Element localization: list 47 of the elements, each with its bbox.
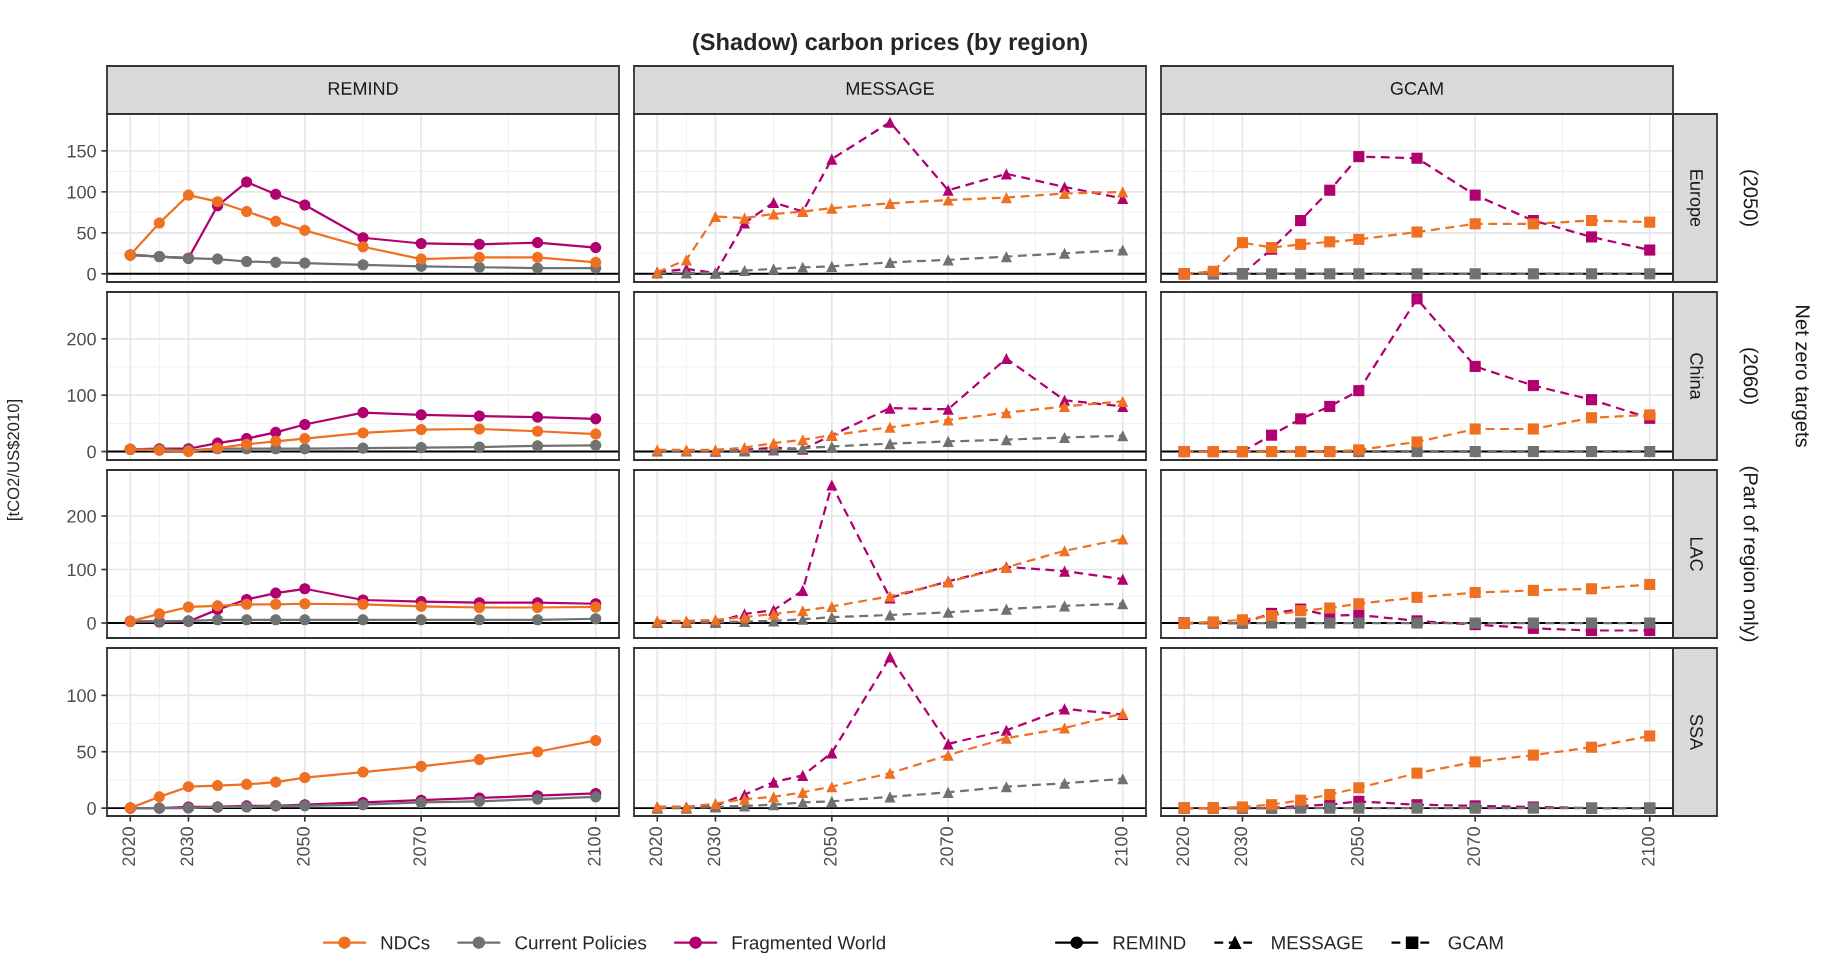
- chart-subtitle: GCAM: [1390, 82, 1443, 95]
- text: GCAM: [1448, 936, 1503, 950]
- text: China: [1690, 353, 1704, 400]
- x-tick-label: 2070: [940, 827, 954, 866]
- y-tick-label: 200: [67, 509, 96, 523]
- y-tick-label: 50: [77, 745, 96, 759]
- text: Net zero targets: [1791, 306, 1810, 447]
- y-tick-label: 0: [87, 267, 96, 281]
- text: REMIND: [1113, 936, 1186, 950]
- text: (Part of region only): [1739, 466, 1759, 642]
- x-tick-label: 2100: [1114, 827, 1128, 866]
- y-tick-label: 100: [67, 389, 96, 402]
- text: SSA: [1690, 714, 1703, 751]
- x-tick-label: 2070: [1467, 827, 1481, 866]
- text: (2060): [1739, 348, 1759, 404]
- y-axis-title: [tCO2/US$2010]: [6, 400, 23, 520]
- text: LAC: [1690, 537, 1703, 571]
- y-tick-label: 150: [67, 144, 96, 158]
- legend-label: Fragmented World: [732, 935, 885, 954]
- y-tick-label: 0: [87, 802, 96, 815]
- chart-title: (Shadow) carbon prices (by region): [693, 32, 1087, 56]
- text: Europe: [1686, 170, 1703, 227]
- legend-label: Current Policies: [515, 935, 647, 950]
- chart-subtitle: REMIND: [328, 82, 398, 95]
- x-tick-label: 2030: [180, 827, 194, 866]
- x-tick-label: 2100: [1641, 827, 1655, 866]
- y-tick-label: 100: [67, 689, 96, 703]
- x-tick-label: 2020: [122, 827, 136, 866]
- x-tick-label: 2070: [413, 827, 427, 866]
- y-tick-label: 50: [77, 226, 96, 240]
- y-tick-label: 200: [67, 332, 96, 346]
- x-tick-label: 2030: [707, 827, 721, 866]
- y-tick-label: 0: [87, 616, 96, 630]
- x-tick-label: 2020: [1176, 827, 1190, 866]
- x-tick-label: 2050: [296, 827, 310, 866]
- text: MESSAGE: [1272, 936, 1363, 950]
- x-tick-label: 2050: [823, 827, 837, 866]
- x-tick-label: 2100: [587, 827, 601, 866]
- legend-label: NDCs: [381, 936, 430, 950]
- x-tick-label: 2050: [1350, 827, 1364, 866]
- y-tick-label: 100: [67, 563, 96, 577]
- x-tick-label: 2030: [1234, 827, 1248, 866]
- text: (2050): [1739, 170, 1759, 226]
- y-tick-label: 100: [67, 185, 96, 199]
- x-tick-label: 2020: [649, 827, 663, 866]
- y-tick-label: 0: [87, 445, 96, 459]
- chart-subtitle: MESSAGE: [846, 82, 934, 95]
